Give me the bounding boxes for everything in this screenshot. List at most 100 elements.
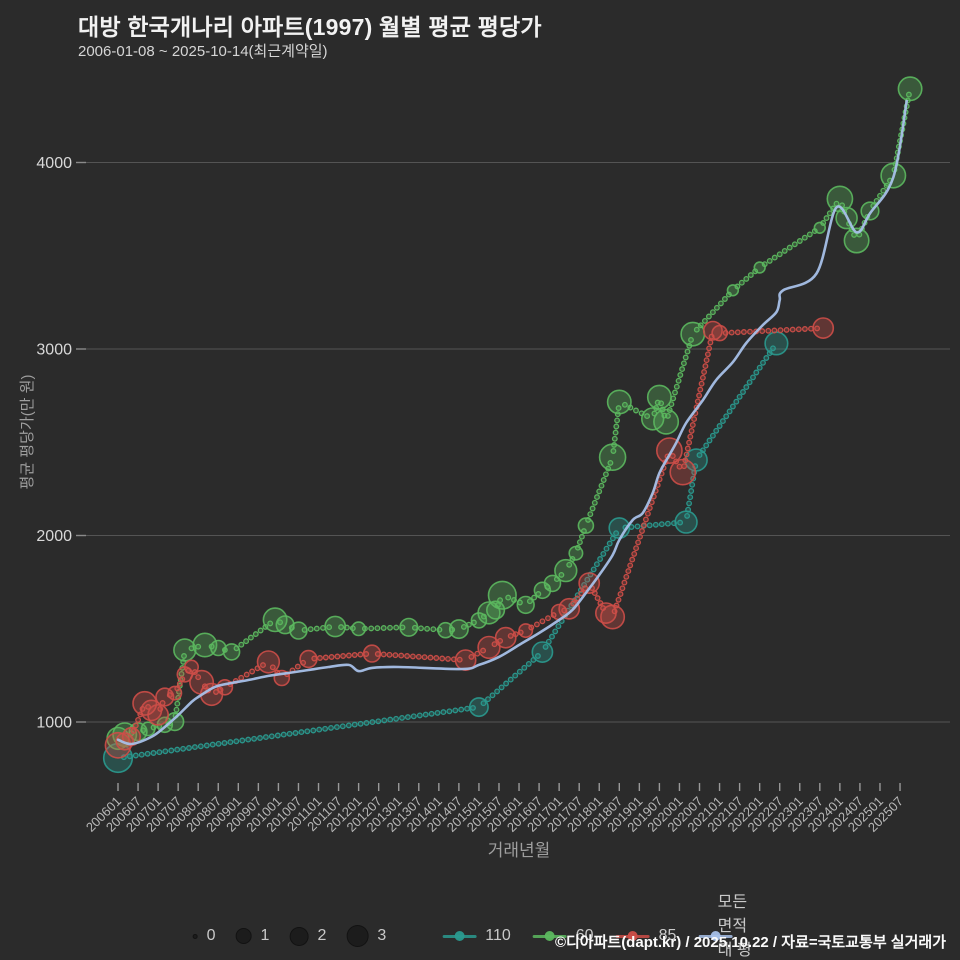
legend-marker — [454, 931, 465, 941]
dot-connector — [328, 654, 335, 660]
legend-series-glyph — [615, 931, 650, 941]
dot-connector — [621, 579, 628, 586]
dot-connector — [387, 624, 393, 631]
dot-connector — [333, 724, 340, 731]
dot-connector — [740, 329, 747, 335]
dot-connector — [434, 709, 441, 716]
legend-item-모든 면적대 평균값[interactable]: 모든 면적대 평균값 — [698, 888, 756, 960]
dot-connector — [195, 674, 202, 681]
dot-connector — [637, 533, 643, 540]
dot-connector — [763, 355, 770, 361]
dot-connector — [675, 377, 682, 384]
dot-connector — [703, 442, 710, 449]
data-point — [598, 443, 627, 472]
dot-connector — [393, 715, 400, 722]
dot-connector — [701, 369, 708, 375]
dot-connector — [460, 623, 467, 630]
dot-connector — [621, 401, 628, 408]
data-point — [262, 607, 288, 633]
dot-connector — [257, 735, 263, 741]
dot-connector — [525, 660, 532, 667]
dot-connector — [641, 522, 647, 529]
dot-connector — [340, 653, 347, 659]
dot-connector — [776, 251, 783, 258]
dot-connector — [526, 598, 533, 605]
dot-connector — [747, 272, 754, 279]
dot-connector — [357, 720, 364, 727]
dot-connector — [777, 327, 784, 334]
legend-marker — [710, 931, 721, 941]
dot-connector — [173, 706, 180, 713]
dot-connector — [696, 452, 703, 459]
x-axis-title: 거래년월 — [488, 841, 551, 860]
dot-connector — [683, 451, 690, 458]
dot-connector — [716, 423, 723, 429]
dot-connector — [387, 716, 394, 723]
dot-connector — [138, 751, 145, 758]
legend-item-110[interactable]: 110 — [442, 927, 511, 945]
dot-connector — [491, 641, 498, 648]
series-85 — [104, 317, 835, 759]
dot-connector — [765, 327, 772, 334]
dot-connector — [679, 366, 686, 373]
data-point — [577, 517, 595, 534]
dot-connector — [627, 562, 634, 569]
dot-connector — [600, 550, 607, 557]
dot-connector — [713, 304, 720, 311]
dot-connector — [247, 634, 254, 641]
dot-connector — [446, 708, 453, 715]
dot-connector — [507, 676, 514, 683]
data-point — [568, 545, 584, 561]
dot-connector — [733, 398, 740, 405]
size-legend-label: 3 — [377, 927, 387, 944]
dot-connector — [215, 740, 222, 747]
data-point — [167, 685, 183, 701]
data-point — [600, 604, 626, 630]
dot-connector — [684, 512, 691, 519]
dot-connector — [531, 594, 538, 601]
dot-connector — [445, 655, 451, 662]
legend-item-60[interactable]: 60 — [532, 927, 594, 945]
data-point — [140, 721, 156, 737]
dot-connector — [521, 664, 528, 671]
dot-connector — [629, 556, 636, 563]
dot-connector — [783, 326, 790, 333]
data-point — [362, 644, 382, 663]
dot-connector — [658, 521, 665, 528]
dot-connector — [277, 619, 284, 626]
dot-connector — [418, 625, 424, 632]
data-point — [448, 619, 469, 640]
series-60 — [106, 76, 923, 751]
legend-marker — [627, 931, 638, 941]
data-point — [454, 649, 477, 672]
chart-title: 대방 한국개나리 아파트(1997) 월별 평균 평당가 — [78, 14, 542, 40]
size-legend: 0 1 2 3 — [192, 925, 387, 947]
dot-connector — [709, 309, 716, 316]
legend-label: 110 — [485, 927, 511, 944]
dot-connector — [664, 412, 671, 419]
dot-connector — [238, 641, 245, 648]
dot-connector — [168, 747, 175, 754]
data-point — [674, 510, 698, 534]
dot-connector — [880, 187, 887, 194]
data-point — [578, 572, 601, 595]
footer-credit: ©디아파트(dapt.kr) / 2025.10.22 / 자료=국토교통부 실… — [554, 934, 946, 951]
dot-connector — [706, 437, 713, 444]
dot-connector — [132, 722, 139, 729]
legend-item-85[interactable]: 85 — [615, 927, 676, 945]
dot-connector — [558, 571, 565, 578]
dot-connector — [135, 716, 142, 723]
dot-connector — [610, 448, 617, 454]
dot-connector — [304, 728, 311, 735]
dot-connector — [489, 692, 496, 699]
dot-connector — [689, 481, 696, 488]
dot-connector — [578, 533, 585, 540]
dot-connector — [746, 379, 753, 386]
dot-connector — [704, 351, 711, 358]
dot-connector — [590, 566, 597, 573]
dot-connector — [470, 704, 476, 711]
dot-connector — [507, 632, 514, 639]
legend-series-glyph — [698, 931, 733, 941]
dot-connector — [316, 726, 323, 733]
dot-connector — [781, 247, 788, 254]
